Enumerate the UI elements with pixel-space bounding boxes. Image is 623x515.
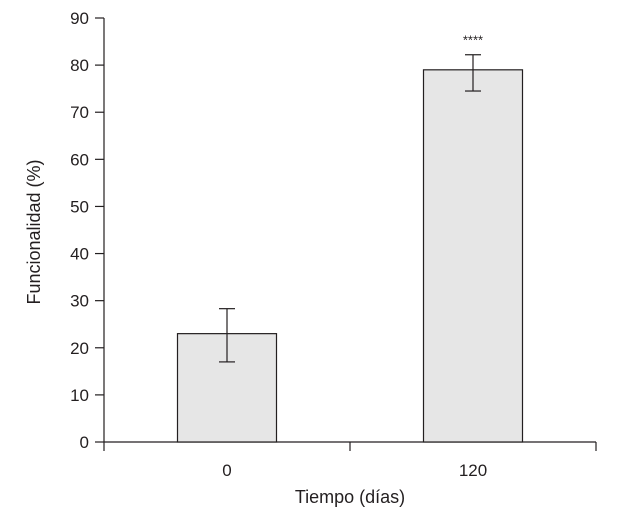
x-tick-label: 0 <box>222 461 231 480</box>
y-tick-label: 20 <box>70 339 89 358</box>
annotations: **** <box>463 33 483 48</box>
y-tick-label: 80 <box>70 56 89 75</box>
bar-120 <box>422 69 524 443</box>
bars <box>176 69 524 443</box>
y-axis: 0 10 20 30 40 50 60 70 80 90 <box>70 9 105 452</box>
y-tick-label: 40 <box>70 245 89 264</box>
x-axis-title: Tiempo (días) <box>295 487 405 507</box>
error-bars <box>219 54 481 363</box>
x-tick-label: 120 <box>459 461 487 480</box>
significance-marker: **** <box>463 33 483 48</box>
y-tick-label: 30 <box>70 292 89 311</box>
y-tick-label: 60 <box>70 150 89 169</box>
x-axis: 0 120 <box>103 441 597 480</box>
y-axis-title: Funcionalidad (%) <box>24 159 44 304</box>
y-tick-label: 50 <box>70 197 89 216</box>
y-tick-label: 10 <box>70 386 89 405</box>
y-tick-label: 90 <box>70 9 89 28</box>
y-tick-label: 0 <box>80 433 89 452</box>
y-tick-label: 70 <box>70 103 89 122</box>
